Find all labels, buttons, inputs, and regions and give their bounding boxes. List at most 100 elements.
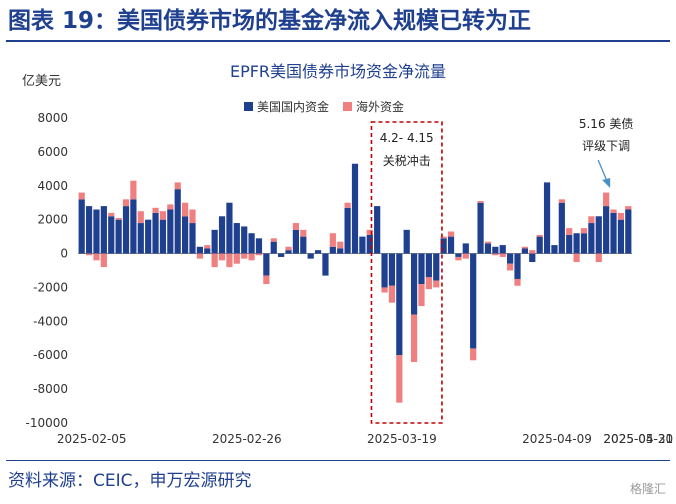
bar-overseas <box>470 348 477 361</box>
bar-domestic <box>573 233 580 254</box>
bar-overseas <box>484 241 492 244</box>
bar-overseas <box>529 250 536 254</box>
bar-domestic <box>307 253 314 259</box>
bar-overseas <box>433 280 440 288</box>
bar-domestic <box>551 245 558 254</box>
watermark: 格隆汇 <box>629 482 666 496</box>
legend-label-domestic: 美国国内资金 <box>257 100 330 114</box>
bar-domestic <box>167 209 174 254</box>
y-tick-label: -4000 <box>33 314 68 328</box>
bar-domestic <box>433 253 440 281</box>
header-rule <box>6 40 670 42</box>
bar-domestic <box>536 236 543 254</box>
legend-swatch-domestic <box>244 102 253 111</box>
bar-domestic <box>610 212 617 254</box>
bar-overseas <box>255 253 263 256</box>
bar-domestic <box>314 250 322 254</box>
bar-domestic <box>403 229 410 254</box>
bar-overseas <box>152 207 159 213</box>
bar-domestic <box>381 253 388 288</box>
bar-overseas <box>130 180 137 200</box>
bar-domestic <box>617 219 625 254</box>
bar-overseas <box>366 229 373 235</box>
x-tick-label: 2025-02-05 <box>57 432 127 446</box>
bar-overseas <box>226 253 233 268</box>
bar-domestic <box>189 223 196 254</box>
bar-domestic <box>93 209 100 254</box>
bar-overseas <box>580 228 588 234</box>
bar-domestic <box>543 182 551 254</box>
bar-overseas <box>270 238 277 242</box>
x-tick-label: 2025-05-21 <box>603 432 673 446</box>
y-tick-label: 0 <box>60 247 68 261</box>
bar-domestic <box>462 243 469 254</box>
bar-overseas <box>122 199 130 207</box>
bar-overseas <box>425 277 432 290</box>
bar-domestic <box>108 216 115 254</box>
bar-domestic <box>322 253 329 276</box>
bar-domestic <box>196 246 203 254</box>
bar-domestic <box>470 253 477 349</box>
bar-overseas <box>588 216 595 224</box>
bar-overseas <box>536 234 543 237</box>
bar-domestic <box>115 219 122 254</box>
bar-domestic <box>255 238 263 254</box>
bar-overseas <box>211 253 218 268</box>
bar-overseas <box>492 253 499 256</box>
bar-domestic <box>218 216 226 254</box>
bar-domestic <box>241 226 248 254</box>
y-tick-label: -6000 <box>33 348 68 362</box>
bar-domestic <box>603 206 610 254</box>
bar-overseas <box>396 355 403 403</box>
bar-domestic <box>507 253 514 264</box>
bar-domestic <box>351 163 359 254</box>
bar-domestic <box>521 248 528 254</box>
bar-overseas <box>388 285 396 303</box>
bar-domestic <box>374 206 381 254</box>
bar-domestic <box>226 202 233 254</box>
bar-overseas <box>329 233 336 247</box>
bar-overseas <box>521 246 528 249</box>
bar-domestic <box>285 250 292 254</box>
bar-domestic <box>492 246 499 254</box>
bar-overseas <box>418 284 425 307</box>
bar-overseas <box>344 202 351 208</box>
bar-overseas <box>566 228 573 235</box>
legend: 美国国内资金 海外资金 <box>244 98 404 115</box>
bar-overseas <box>477 201 484 203</box>
bar-domestic <box>337 248 344 254</box>
bar-overseas <box>241 253 248 259</box>
bar-domestic <box>558 202 565 254</box>
bar-domestic <box>447 236 455 254</box>
y-tick-label: -8000 <box>33 382 68 396</box>
bar-overseas <box>263 275 270 285</box>
bar-domestic <box>78 199 85 254</box>
bar-overseas <box>204 245 211 249</box>
tariff-box <box>370 121 443 424</box>
x-tick-label: 2025-04-09 <box>522 432 592 446</box>
bar-overseas <box>410 314 418 362</box>
bar-domestic <box>130 199 137 254</box>
bar-overseas <box>78 192 85 200</box>
bar-overseas <box>447 231 455 237</box>
bar-overseas <box>292 223 300 230</box>
legend-item-overseas: 海外资金 <box>343 98 404 115</box>
bar-overseas <box>499 253 506 257</box>
bar-overseas <box>573 253 580 263</box>
bar-overseas <box>137 211 144 224</box>
bar-domestic <box>366 234 373 254</box>
bar-domestic <box>211 229 218 254</box>
bar-domestic <box>145 219 152 254</box>
bar-domestic <box>263 253 270 276</box>
bar-domestic <box>425 253 432 278</box>
downgrade-arrow-head <box>602 178 611 188</box>
bar-domestic <box>514 253 521 279</box>
y-tick-label: 8000 <box>37 111 68 125</box>
tariff-annotation-text: 关税冲击 <box>383 153 431 168</box>
bar-domestic <box>588 223 595 254</box>
y-tick-label: 6000 <box>37 145 68 159</box>
bar-domestic <box>440 238 447 254</box>
y-tick-label: -10000 <box>25 416 68 430</box>
bar-overseas <box>93 253 100 261</box>
x-tick-label: 2025-02-26 <box>212 432 282 446</box>
